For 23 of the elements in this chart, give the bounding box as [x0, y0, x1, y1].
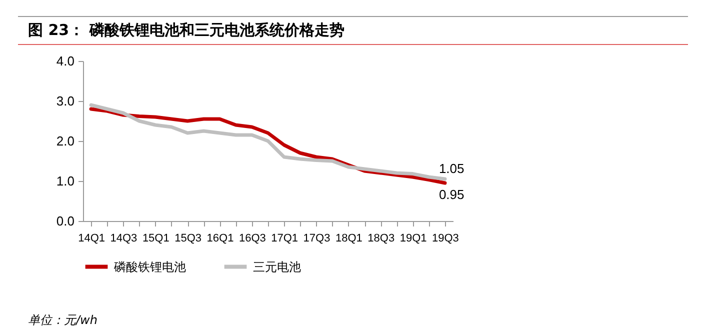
- x-tick-label: 17Q3: [303, 232, 330, 244]
- x-tick-label: 17Q1: [271, 232, 298, 244]
- x-tick-label: 14Q1: [78, 232, 106, 244]
- y-tick-label: 2.0: [56, 134, 74, 148]
- y-tick-label: 4.0: [56, 54, 74, 68]
- x-tick-label: 14Q3: [110, 232, 138, 244]
- legend-label: 三元电池: [253, 260, 301, 274]
- x-tick-label: 15Q3: [174, 232, 202, 244]
- x-tick-label: 16Q3: [238, 232, 266, 244]
- x-tick-label: 16Q1: [206, 232, 234, 244]
- y-tick-label: 1.0: [56, 174, 74, 188]
- x-tick-label: 19Q1: [400, 232, 427, 244]
- text: 单位：元/wh: [28, 312, 98, 329]
- legend-label: 磷酸铁锂电池: [113, 260, 186, 274]
- y-tick-label: 3.0: [56, 94, 74, 108]
- x-tick-label: 18Q1: [335, 232, 362, 244]
- x-tick-label: 15Q1: [142, 232, 170, 244]
- chart-title: 图 23： 磷酸铁锂电池和三元电池系统价格走势: [18, 16, 688, 45]
- data-label: 0.95: [438, 187, 464, 202]
- x-tick-label: 19Q3: [432, 232, 459, 244]
- data-label: 1.05: [438, 161, 464, 176]
- x-tick-label: 18Q3: [368, 232, 395, 244]
- y-tick-label: 0.0: [56, 214, 74, 228]
